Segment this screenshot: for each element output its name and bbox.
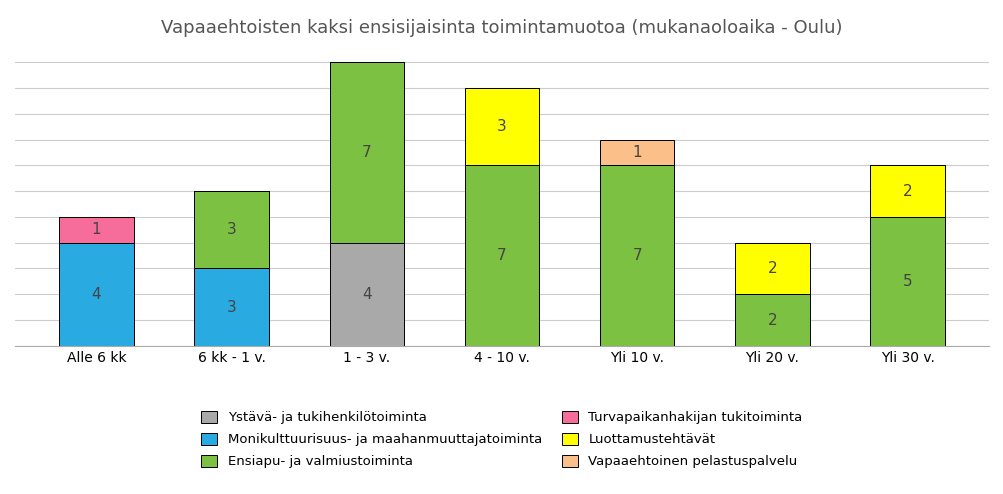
Text: 7: 7	[496, 248, 507, 263]
Text: 2: 2	[766, 313, 776, 328]
Text: 5: 5	[902, 274, 912, 289]
Bar	[600, 140, 674, 165]
Text: 2: 2	[766, 261, 776, 276]
Bar	[734, 243, 808, 294]
Text: 3: 3	[227, 300, 237, 315]
Text: 3: 3	[496, 119, 507, 134]
Text: 3: 3	[227, 222, 237, 237]
Bar	[870, 217, 944, 346]
Text: 1: 1	[91, 222, 101, 237]
Bar	[734, 294, 808, 346]
Title: Vapaaehtoisten kaksi ensisijaisinta toimintamuotoa (mukanaoloaika - Oulu): Vapaaehtoisten kaksi ensisijaisinta toim…	[161, 19, 842, 37]
Bar	[870, 165, 944, 217]
Bar	[59, 243, 133, 346]
Text: 7: 7	[362, 145, 371, 160]
Legend: Ystävä- ja tukihenkilötoiminta, Monikulttuurisuus- ja maahanmuuttajatoiminta, En: Ystävä- ja tukihenkilötoiminta, Monikult…	[196, 406, 807, 474]
Bar	[329, 243, 403, 346]
Bar	[329, 62, 403, 243]
Bar	[195, 268, 269, 346]
Text: 4: 4	[362, 287, 371, 302]
Bar	[195, 191, 269, 268]
Bar	[464, 88, 539, 165]
Text: 4: 4	[91, 287, 101, 302]
Bar	[464, 165, 539, 346]
Bar	[600, 165, 674, 346]
Text: 1: 1	[632, 145, 641, 160]
Text: 2: 2	[902, 184, 912, 199]
Text: 7: 7	[632, 248, 641, 263]
Bar	[59, 217, 133, 243]
